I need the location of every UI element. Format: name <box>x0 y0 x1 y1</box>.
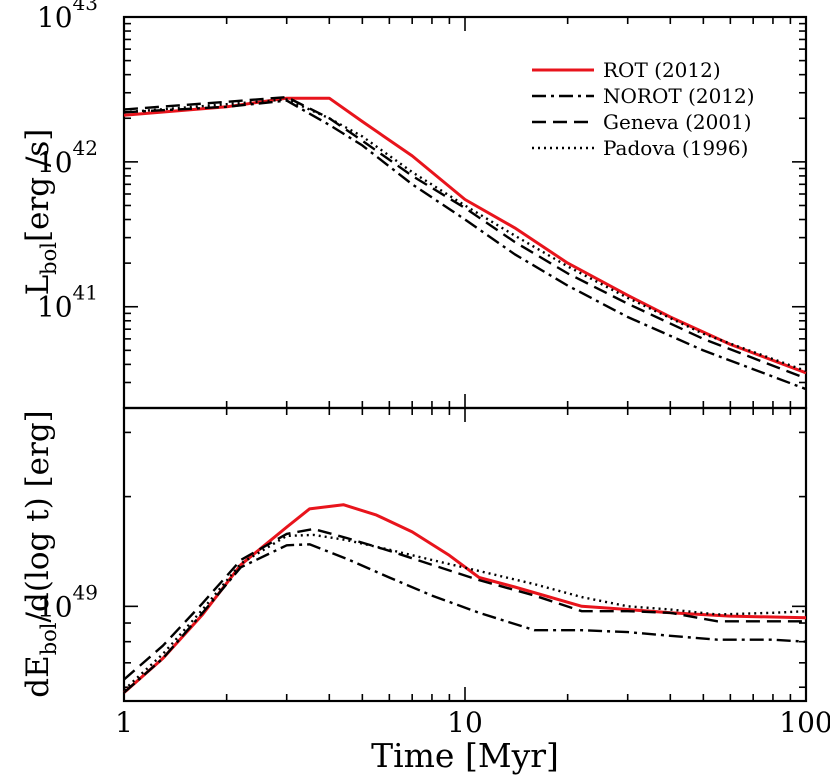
bottom-axis-ticks <box>124 408 806 701</box>
series-line-geneva <box>123 95 807 380</box>
bottom-series-group <box>123 503 807 694</box>
top-panel: 1041 1042 1043 ROT (2012)NOROT (2012)Genev… <box>20 0 808 410</box>
bottom-plot-frame <box>122 406 808 703</box>
top-series-group <box>123 95 807 391</box>
bottom-y-axis-label: dEbol/d(log t) [erg] <box>20 410 61 698</box>
legend-label: ROT (2012) <box>603 58 721 82</box>
x-tick-labels: 1 10 100 <box>115 706 830 739</box>
series-line-padova <box>123 533 807 691</box>
bottom-panel: 1049 1 10 100 dEbol/d(log t) [erg] Time [M… <box>20 406 830 775</box>
y-tick-label: 1041 <box>37 281 98 324</box>
y-tick-label: 1049 <box>37 580 98 623</box>
y-tick-label: 1043 <box>37 0 98 34</box>
x-tick-label: 10 <box>447 706 483 739</box>
series-line-rot <box>123 503 807 694</box>
bottom-y-tick-labels: 1049 <box>37 580 98 623</box>
series-line-geneva <box>123 527 806 681</box>
top-y-axis-label: Lbol[erg /s] <box>20 129 61 296</box>
series-line-rot <box>123 96 807 375</box>
y-tick-label: 1042 <box>37 136 98 179</box>
legend-label: Padova (1996) <box>603 136 748 160</box>
series-line-norot <box>123 543 807 694</box>
x-tick-label: 100 <box>779 706 830 739</box>
x-tick-label: 1 <box>115 706 133 739</box>
x-axis-label: Time [Myr] <box>371 736 559 775</box>
top-y-tick-labels: 1041 1042 1043 <box>37 0 98 324</box>
top-axis-ticks <box>124 17 806 408</box>
legend-label: NOROT (2012) <box>603 84 755 108</box>
legend-label: Geneva (2001) <box>603 110 752 134</box>
legend: ROT (2012)NOROT (2012)Geneva (2001)Padov… <box>532 58 755 160</box>
